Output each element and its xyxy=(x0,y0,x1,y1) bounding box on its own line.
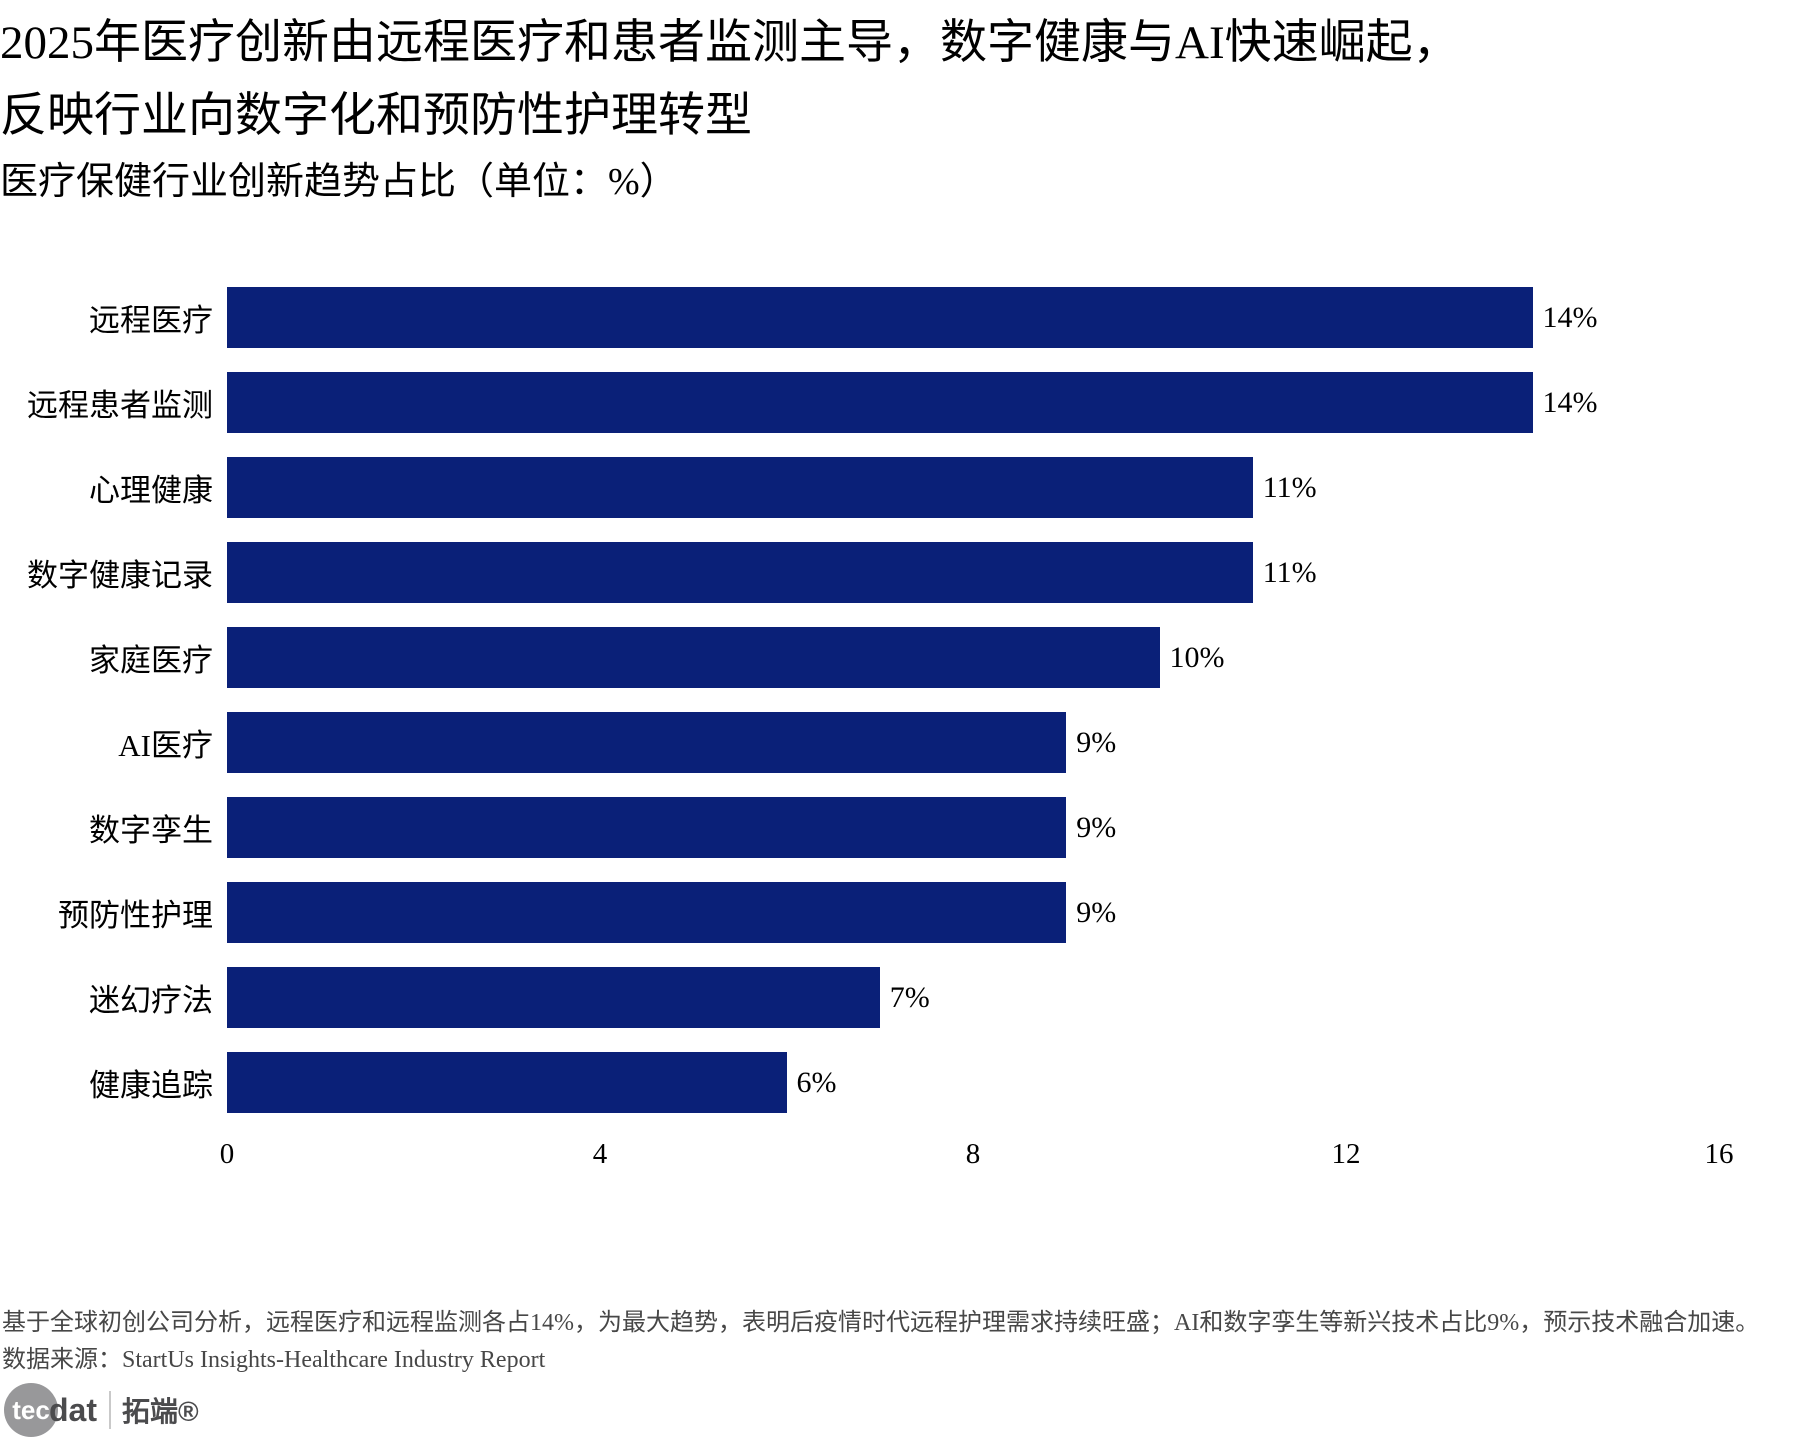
bar-track: 11% xyxy=(227,542,1719,603)
bar-track: 14% xyxy=(227,372,1719,433)
bar-track: 9% xyxy=(227,797,1719,858)
bar-row: 健康追踪 6% xyxy=(0,1040,1800,1125)
bar xyxy=(227,457,1253,518)
bar xyxy=(227,287,1533,348)
bar xyxy=(227,542,1253,603)
value-label: 14% xyxy=(1542,300,1598,334)
bar-row: 远程患者监测 14% xyxy=(0,360,1800,445)
bar-track: 6% xyxy=(227,1052,1719,1113)
x-tick-label: 4 xyxy=(592,1138,608,1170)
chart-title-line1: 2025年医疗创新由远程医疗和患者监测主导，数字健康与AI快速崛起， xyxy=(0,17,1460,69)
value-label: 11% xyxy=(1262,555,1317,589)
bar-track: 9% xyxy=(227,882,1719,943)
category-label: 家庭医疗 xyxy=(89,643,213,678)
bar xyxy=(227,627,1160,688)
category-label: 数字健康记录 xyxy=(27,558,213,593)
value-label: 11% xyxy=(1262,470,1317,504)
x-tick-label: 0 xyxy=(219,1138,235,1170)
logo-brand-text: 拓端® xyxy=(122,1396,199,1427)
bar-row: AI医疗 9% xyxy=(0,700,1800,785)
x-tick-label: 16 xyxy=(1704,1138,1734,1170)
chart-title-line2: 反映行业向数字化和预防性护理转型 xyxy=(0,90,752,142)
bar-track: 9% xyxy=(227,712,1719,773)
category-label: 健康追踪 xyxy=(89,1068,213,1103)
chart-subtitle: 医疗保健行业创新趋势占比（单位：%） xyxy=(0,161,678,203)
bar-row: 数字孪生 9% xyxy=(0,785,1800,870)
logo-dat-text: dat xyxy=(49,1391,97,1428)
tecdat-logo: tec dat 拓端® xyxy=(4,1382,199,1438)
bar-row: 心理健康 11% xyxy=(0,445,1800,530)
category-label: 数字孪生 xyxy=(89,813,213,848)
bar xyxy=(227,797,1067,858)
value-label: 9% xyxy=(1076,810,1117,844)
bar-row: 远程医疗 14% xyxy=(0,275,1800,360)
value-label: 7% xyxy=(889,980,930,1014)
bar-track: 14% xyxy=(227,287,1719,348)
value-label: 9% xyxy=(1076,725,1117,759)
value-label: 14% xyxy=(1542,385,1598,419)
value-label: 10% xyxy=(1169,640,1225,674)
bar-row: 家庭医疗 10% xyxy=(0,615,1800,700)
x-tick-label: 8 xyxy=(965,1138,981,1170)
logo-circle-icon: tec xyxy=(4,1383,58,1437)
footnote-text: 基于全球初创公司分析，远程医疗和远程监测各占14%，为最大趋势，表明后疫情时代远… xyxy=(2,1310,1760,1336)
bar-rows: 远程医疗 14% 远程患者监测 14% 心理健康 11% 数字健康记录 11% 家庭医疗 10% A… xyxy=(0,275,1800,1125)
bar-row: 预防性护理 9% xyxy=(0,870,1800,955)
category-label: 心理健康 xyxy=(89,473,213,508)
value-label: 9% xyxy=(1076,895,1117,929)
category-label: 迷幻疗法 xyxy=(89,983,213,1018)
x-axis: 0 4 8 12 16 xyxy=(220,1138,1734,1178)
bar xyxy=(227,882,1067,943)
category-label: 预防性护理 xyxy=(58,898,213,933)
source-text: 数据来源：StartUs Insights-Healthcare Industr… xyxy=(2,1347,546,1373)
category-label: 远程医疗 xyxy=(89,303,213,338)
category-label: 远程患者监测 xyxy=(27,388,213,423)
category-label: AI医疗 xyxy=(118,728,213,763)
value-label: 6% xyxy=(796,1065,837,1099)
bar-track: 10% xyxy=(227,627,1719,688)
bar xyxy=(227,712,1067,773)
bar-track: 7% xyxy=(227,967,1719,1028)
x-tick-label: 12 xyxy=(1331,1138,1361,1170)
bar xyxy=(227,372,1533,433)
bar-row: 迷幻疗法 7% xyxy=(0,955,1800,1040)
logo-divider xyxy=(109,1391,111,1429)
bar-row: 数字健康记录 11% xyxy=(0,530,1800,615)
bar-track: 11% xyxy=(227,457,1719,518)
bar xyxy=(227,967,880,1028)
bar xyxy=(227,1052,787,1113)
